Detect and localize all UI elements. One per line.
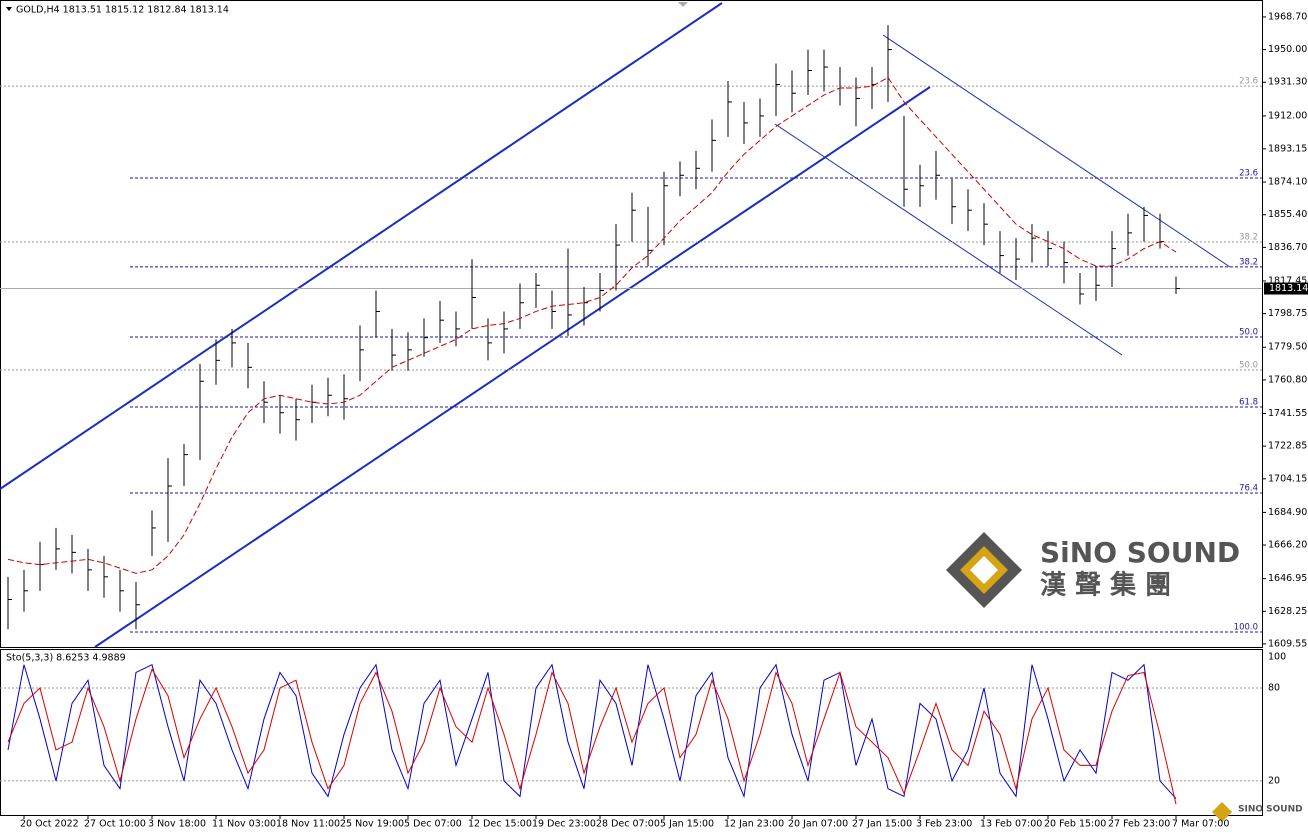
y-tick-label: 1609.55 xyxy=(1268,638,1307,649)
fib-label: 100.0 xyxy=(1234,622,1258,632)
channel-upper xyxy=(0,2,723,490)
last-price-box xyxy=(1264,282,1308,295)
plot-layer xyxy=(0,0,1263,816)
fib-label: 50.0 xyxy=(1239,360,1258,370)
x-tick-label: 3 Nov 18:00 xyxy=(148,819,206,830)
y-tick-label: 1741.55 xyxy=(1268,408,1307,419)
x-tick-label: 12 Dec 15:00 xyxy=(468,819,532,830)
x-tick-label: 5 Jan 15:00 xyxy=(660,819,714,830)
brand: SiNO SOUND xyxy=(1040,536,1240,569)
sub-title: Sto(5,3,3) 8.6253 4.9889 xyxy=(6,653,126,664)
x-tick-label: 20 Feb 15:00 xyxy=(1044,819,1106,830)
y-tick-label: 1874.10 xyxy=(1268,177,1307,188)
x-tick-label: 18 Nov 11:00 xyxy=(276,819,340,830)
y-tick-label: 1646.95 xyxy=(1268,573,1307,584)
x-tick-label: 20 Jan 07:00 xyxy=(788,819,848,830)
x-tick-label: 11 Nov 03:00 xyxy=(212,819,276,830)
x-tick-label: 27 Feb 23:00 xyxy=(1108,819,1170,830)
y-tick-label: 80 xyxy=(1268,682,1280,693)
brand-chinese: 漢 聲 集 團 xyxy=(1040,570,1171,601)
y-tick-label: 1968.70 xyxy=(1268,11,1307,22)
main-title: GOLD,H4 1813.51 1815.12 1812.84 1813.14 xyxy=(16,5,229,16)
y-tick-label: 1704.15 xyxy=(1268,473,1307,484)
channel-lower xyxy=(94,86,931,648)
fib-label: 23.6 xyxy=(1239,168,1258,178)
fib-label: 50.0 xyxy=(1239,327,1258,337)
y-tick-label: 1931.30 xyxy=(1268,77,1307,88)
down-channel-upper xyxy=(882,34,1231,268)
moving-average xyxy=(7,76,1177,574)
x-tick-label: 7 Mar 07:00 xyxy=(1172,819,1229,830)
x-tick-label: 27 Jan 15:00 xyxy=(852,819,912,830)
last-price-label: 1813.14 xyxy=(1269,283,1308,294)
x-tick-label: 5 Dec 07:00 xyxy=(404,819,462,830)
down-channel-lower xyxy=(774,123,1123,356)
y-tick-label: 1779.50 xyxy=(1268,342,1307,353)
fib-label: 23.6 xyxy=(1239,77,1258,87)
y-tick-label: 20 xyxy=(1268,775,1280,786)
stochastic-line xyxy=(7,668,1177,805)
x-tick-label: 28 Dec 07:00 xyxy=(596,819,660,830)
y-tick-label: 1760.80 xyxy=(1268,374,1307,385)
x-tick-label: 19 Dec 23:00 xyxy=(532,819,596,830)
y-tick-label: 1855.40 xyxy=(1268,209,1307,220)
x-tick-label: 25 Nov 19:00 xyxy=(340,819,404,830)
y-tick-label: 1798.75 xyxy=(1268,308,1307,319)
y-tick-label: 1950.00 xyxy=(1268,44,1307,55)
fib-label: 61.8 xyxy=(1239,397,1258,407)
footer-brand: SINO SOUND xyxy=(1238,805,1303,815)
footer-logo xyxy=(1212,802,1232,822)
y-tick-label: 1684.90 xyxy=(1268,507,1307,518)
y-tick-label: 1912.00 xyxy=(1268,110,1307,121)
stochastic-line xyxy=(7,663,1177,799)
y-tick-label: 1893.15 xyxy=(1268,143,1307,154)
shift-marker xyxy=(678,2,688,7)
logo-inner xyxy=(970,556,998,584)
x-tick-label: 20 Oct 2022 xyxy=(20,819,79,830)
y-tick-label: 1666.20 xyxy=(1268,540,1307,551)
x-tick-label: 3 Feb 23:00 xyxy=(916,819,972,830)
fib-label: 76.4 xyxy=(1239,484,1258,494)
y-tick-label: 100 xyxy=(1268,651,1286,662)
y-tick-label: 1836.70 xyxy=(1268,242,1307,253)
x-tick-label: 12 Jan 23:00 xyxy=(724,819,784,830)
main-frame xyxy=(0,0,1263,648)
menu-arrow xyxy=(6,7,12,11)
x-tick-label: 13 Feb 07:00 xyxy=(980,819,1042,830)
fib-label: 38.2 xyxy=(1239,232,1258,242)
sub-frame xyxy=(0,649,1263,816)
y-tick-label: 1628.25 xyxy=(1268,606,1307,617)
y-tick-label: 1722.85 xyxy=(1268,441,1307,452)
watermark: SiNO SOUND 漢 聲 集 團 SINO SOUND xyxy=(946,532,1303,822)
x-tick-label: 27 Oct 10:00 xyxy=(84,819,146,830)
fib-label: 38.2 xyxy=(1239,257,1258,267)
y-tick-label: 1817.45 xyxy=(1268,275,1307,286)
